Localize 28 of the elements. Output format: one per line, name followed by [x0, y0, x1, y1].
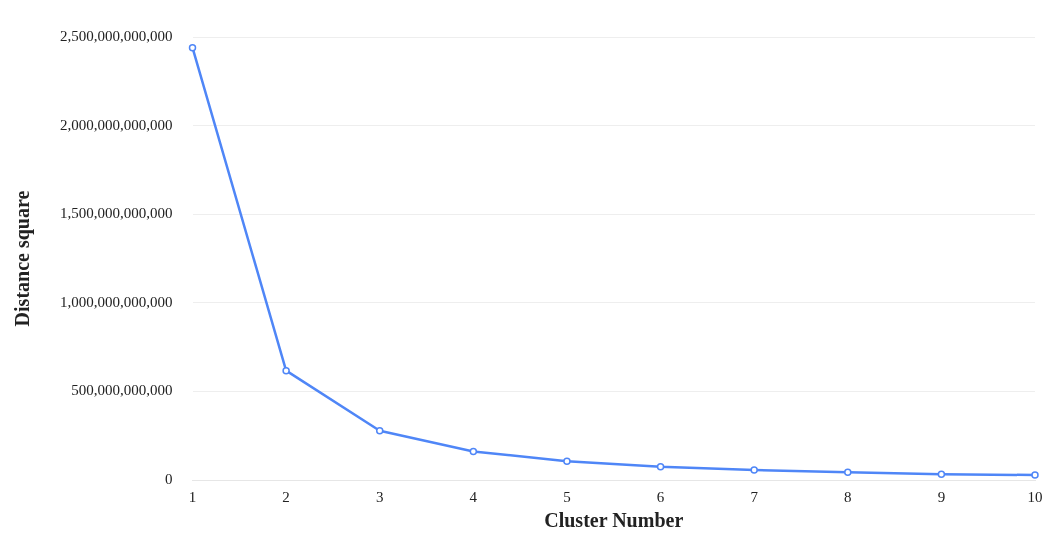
- y-tick-label: 500,000,000,000: [71, 382, 173, 399]
- y-tick-label: 0: [165, 470, 173, 487]
- y-tick-label: 2,500,000,000,000: [60, 27, 173, 44]
- point: [844, 468, 852, 476]
- point: [469, 447, 478, 456]
- x-tick-label: 9: [937, 488, 946, 505]
- x-tick-label: 7: [750, 488, 759, 505]
- point: [1031, 471, 1039, 479]
- point: [750, 466, 758, 474]
- y-tick-label: 1,000,000,000,000: [60, 293, 173, 310]
- x-tick-label: 4: [469, 488, 478, 505]
- x-tick-label: 3: [375, 488, 384, 505]
- x-tick-label: 2: [282, 488, 290, 505]
- point: [375, 426, 384, 435]
- y-tick-label: 1,500,000,000,000: [60, 205, 173, 222]
- x-tick-label: 1: [188, 488, 197, 505]
- x-axis-title: Cluster Number: [544, 509, 684, 532]
- x-tick-label: 8: [844, 488, 852, 505]
- y-tick-label: 2,000,000,000,000: [60, 116, 173, 133]
- point: [563, 457, 571, 465]
- y-axis-title: Distance square: [11, 190, 35, 327]
- point: [656, 462, 665, 471]
- x-tick-label: 5: [563, 488, 571, 505]
- x-tick-label: 6: [656, 488, 665, 505]
- point: [282, 366, 290, 375]
- point: [188, 43, 197, 52]
- point: [937, 470, 946, 478]
- x-tick-label: 10: [1027, 488, 1043, 505]
